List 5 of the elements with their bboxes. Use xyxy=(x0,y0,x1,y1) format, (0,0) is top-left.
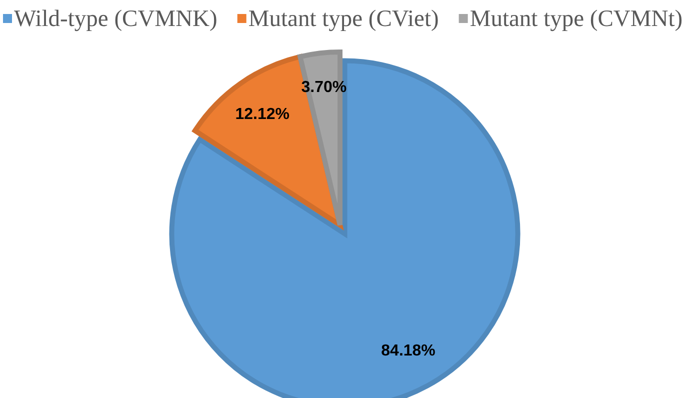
legend-label: Wild-type (CVMNK) xyxy=(14,6,218,32)
legend-label: Mutant type (CVMNt) xyxy=(470,6,683,32)
data-label: 84.18% xyxy=(381,342,436,360)
legend-label: Mutant type (CViet) xyxy=(248,6,439,32)
data-label: 12.12% xyxy=(235,106,290,124)
